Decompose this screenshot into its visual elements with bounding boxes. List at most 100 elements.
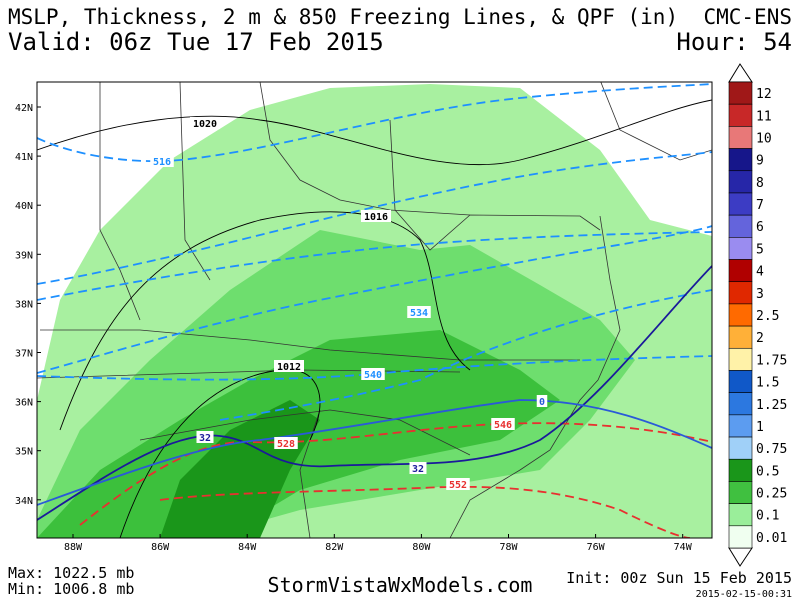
contour-label: 552 [449, 480, 467, 491]
contour-label: 528 [277, 439, 295, 450]
contour-label: 32 [199, 433, 211, 444]
contour-label: 516 [153, 157, 171, 168]
title: MSLP, Thickness, 2 m & 850 Freezing Line… [8, 5, 678, 29]
legend-swatch [728, 325, 753, 349]
longitude-label: 88W [64, 542, 83, 553]
legend-label: 0.1 [756, 509, 779, 524]
contour-label: 546 [494, 420, 512, 431]
legend-swatch [728, 237, 753, 260]
legend-label: 0.5 [756, 464, 779, 479]
forecast-hour: Hour: 54 [676, 28, 792, 56]
legend-label: 2.5 [756, 309, 779, 324]
contour-label-bg [491, 418, 515, 430]
contour-label-bg [150, 155, 174, 167]
legend-label: 6 [756, 220, 764, 235]
legend-swatch [728, 192, 753, 216]
contour-label-bg [536, 395, 548, 407]
latitude-label: 38N [15, 299, 33, 310]
legend-label: 4 [756, 265, 764, 280]
legend-swatch [728, 214, 753, 238]
valid-time: Valid: 06z Tue 17 Feb 2015 [8, 28, 384, 56]
model-name: CMC-ENS [703, 5, 792, 29]
contour-label: 1020 [193, 119, 217, 130]
latitude-label: 40N [15, 201, 33, 212]
contour-label: 540 [364, 370, 382, 381]
longitude-label: 82W [325, 542, 344, 553]
legend-swatch [728, 525, 753, 549]
contour-label: 534 [410, 308, 428, 319]
legend-swatch [728, 81, 753, 105]
contour-label-bg [446, 478, 470, 490]
legend-swatch [728, 458, 753, 482]
legend-swatch [728, 148, 753, 172]
legend: 12 11 10 9 8 7 6 5 4 3 2.5 2 1.75 1.5 1.25 1 0.75 0.5 0.25… [728, 63, 787, 567]
legend-label: 0.25 [756, 487, 787, 502]
isobars [37, 99, 712, 538]
timestamp: 2015-02-15-00:31 [696, 589, 792, 600]
legend-label: 2 [756, 331, 764, 346]
legend-swatch [728, 259, 753, 283]
longitude-label: 78W [499, 542, 518, 553]
contour-label: 1012 [277, 362, 301, 373]
contour-label-bg [274, 360, 304, 372]
contour-label: 32 [412, 464, 424, 475]
contour-label: 1016 [364, 212, 388, 223]
longitude-label: 84W [238, 542, 257, 553]
contour-label-bg [407, 306, 431, 318]
latitude-label: 34N [15, 496, 33, 507]
legend-swatch [728, 103, 753, 127]
longitude-label: 86W [151, 542, 170, 553]
latitude-label: 39N [15, 250, 33, 261]
legend-swatch [728, 347, 753, 371]
contour-label-bg [274, 437, 298, 449]
longitude-label: 80W [412, 542, 431, 553]
map [37, 82, 712, 538]
latitude-label: 35N [15, 447, 33, 458]
longitude-label: 76W [587, 542, 606, 553]
legend-label: 11 [756, 109, 772, 124]
longitude-label: 74W [674, 542, 693, 553]
contour-label-bg [409, 462, 427, 474]
legend-swatch [728, 392, 753, 416]
map-frame [36, 81, 713, 539]
thickness-lines [37, 83, 712, 421]
init-time: Init: 00z Sun 15 Feb 2015 [566, 569, 792, 587]
legend-arrow-bottom [728, 547, 753, 567]
qpf-0.75 [160, 400, 320, 538]
contour-label-bg [190, 117, 220, 129]
legend-swatch [728, 170, 753, 194]
contour-label-bg [361, 368, 385, 380]
contour-label-bg [196, 431, 214, 443]
legend-label: 1.75 [756, 353, 787, 368]
legend-swatch [728, 281, 753, 305]
site-name: StormVistaWxModels.com [268, 573, 533, 597]
latitude-label: 41N [15, 152, 33, 163]
legend-label: 9 [756, 154, 764, 169]
legend-label: 0.75 [756, 442, 787, 457]
legend-label: 5 [756, 242, 764, 257]
contour-label-bg [361, 210, 391, 222]
legend-swatch [728, 126, 753, 149]
legend-label: 12 [756, 87, 772, 102]
legend-label: 3 [756, 287, 764, 302]
legend-swatch [728, 414, 753, 438]
legend-swatch [728, 370, 753, 393]
legend-swatch [728, 436, 753, 460]
freezing-lines [37, 265, 712, 521]
legend-label: 10 [756, 131, 772, 146]
latitude-label: 36N [15, 398, 33, 409]
legend-label: 1.5 [756, 376, 779, 391]
legend-swatch [728, 481, 753, 504]
latitude-label: 42N [15, 103, 33, 114]
legend-label: 0.01 [756, 531, 787, 546]
min-pressure: Min: 1006.8 mb [8, 580, 134, 598]
legend-arrow-top [728, 63, 753, 83]
latitude-label: 37N [15, 349, 33, 360]
legend-label: 7 [756, 198, 764, 213]
max-pressure: Max: 1022.5 mb [8, 564, 134, 582]
legend-label: 8 [756, 176, 764, 191]
red-thickness-lines [79, 422, 712, 538]
legend-swatch [728, 303, 753, 327]
legend-label: 1.25 [756, 398, 787, 413]
